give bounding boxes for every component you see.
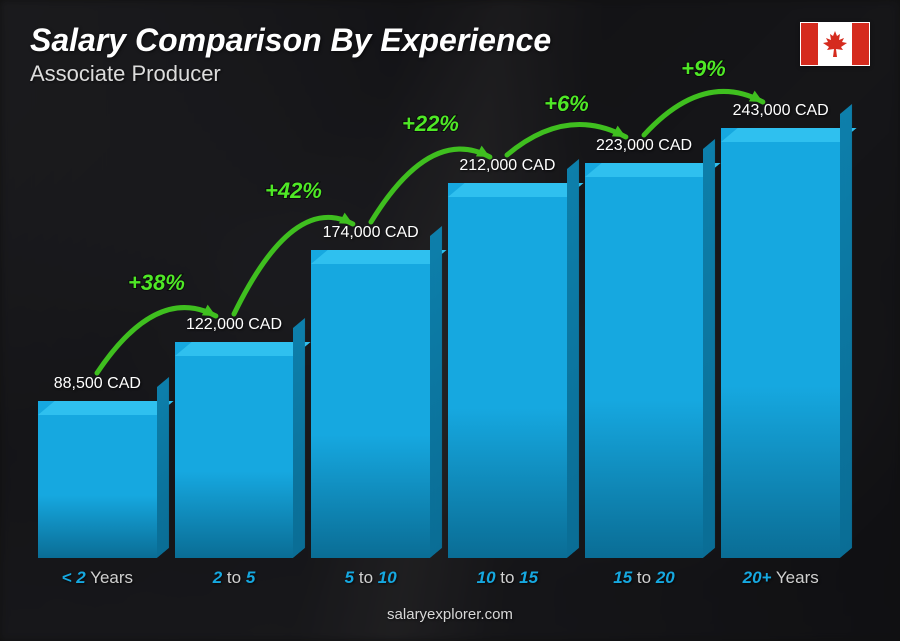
header: Salary Comparison By Experience Associat…	[30, 22, 870, 87]
page-subtitle: Associate Producer	[30, 61, 800, 87]
footer-source: salaryexplorer.com	[30, 606, 870, 623]
bar-category-label: 2 to 5	[213, 568, 256, 588]
bar-value-label: 243,000 CAD	[733, 102, 829, 120]
bar-value-label: 174,000 CAD	[323, 224, 419, 242]
bar	[448, 183, 567, 558]
bar-category-label: 15 to 20	[613, 568, 674, 588]
page-title: Salary Comparison By Experience	[30, 22, 800, 59]
increase-label: +22%	[402, 111, 459, 136]
flag-canada	[800, 22, 870, 66]
bar-value-label: 212,000 CAD	[459, 157, 555, 175]
bar-value-label: 88,500 CAD	[54, 375, 141, 393]
titles: Salary Comparison By Experience Associat…	[30, 22, 800, 87]
bar-category-label: 10 to 15	[477, 568, 538, 588]
bar-category-label: 5 to 10	[345, 568, 397, 588]
bar-column: 212,000 CAD10 to 15	[448, 157, 567, 558]
bar	[721, 128, 840, 558]
bar-column: 122,000 CAD2 to 5	[175, 316, 294, 558]
bar	[585, 163, 704, 558]
bar	[175, 342, 294, 558]
bar-column: 174,000 CAD5 to 10	[311, 224, 430, 558]
increase-label: +6%	[544, 91, 589, 116]
bar-chart: 88,500 CAD< 2 Years122,000 CAD2 to 5174,…	[30, 97, 848, 558]
increase-label: +38%	[128, 270, 185, 295]
bar-value-label: 223,000 CAD	[596, 137, 692, 155]
maple-leaf-icon	[823, 31, 847, 57]
bar-category-label: 20+ Years	[743, 568, 819, 588]
bar-column: 243,000 CAD20+ Years	[721, 102, 840, 558]
content: Salary Comparison By Experience Associat…	[0, 0, 900, 641]
increase-label: +42%	[265, 178, 322, 203]
bar-column: 223,000 CAD15 to 20	[585, 137, 704, 558]
bar	[38, 401, 157, 558]
bar-category-label: < 2 Years	[62, 568, 133, 588]
bar	[311, 250, 430, 558]
bar-value-label: 122,000 CAD	[186, 316, 282, 334]
chart-area: Average Yearly Salary 88,500 CAD< 2 Year…	[30, 97, 870, 600]
bar-column: 88,500 CAD< 2 Years	[38, 375, 157, 558]
